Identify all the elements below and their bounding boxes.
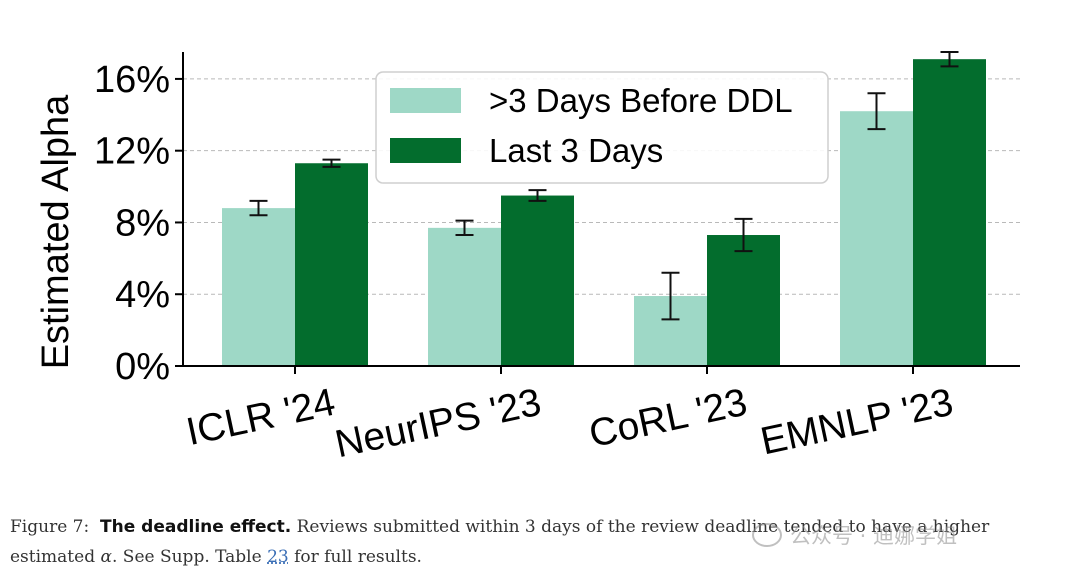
bar (913, 59, 986, 366)
bar (295, 163, 368, 366)
x-tick-label: CoRL '23 (585, 381, 750, 456)
y-axis-label: Estimated Alpha (35, 94, 77, 369)
bar (222, 208, 295, 366)
caption-text-2: . See Supp. Table (111, 547, 262, 567)
y-tick-label: 8% (115, 202, 170, 244)
bar (501, 195, 574, 366)
legend-box (375, 71, 829, 184)
x-tick-label: NeurIPS '23 (331, 381, 544, 467)
bar (840, 111, 913, 366)
watermark: 公众号 · 迪娜学姐 (752, 520, 957, 550)
legend-label: >3 Days Before DDL (489, 82, 793, 119)
bar (428, 227, 501, 366)
bars (222, 59, 986, 366)
alpha-symbol: α (100, 547, 112, 567)
legend: >3 Days Before DDL Last 3 Days (375, 71, 829, 184)
watermark-text: 公众号 · 迪娜学姐 (790, 524, 958, 548)
bar (707, 235, 780, 366)
wechat-logo-icon (752, 523, 782, 547)
y-tick-label: 12% (94, 131, 170, 173)
y-tick-label: 0% (115, 346, 170, 388)
x-tick-label: ICLR '24 (183, 381, 339, 454)
figure-label: Figure 7: (10, 517, 90, 537)
axes (175, 52, 1020, 374)
table-ref-link[interactable]: 23 (267, 547, 289, 567)
caption-title: The deadline effect. (100, 517, 292, 537)
y-tick-label: 4% (115, 274, 170, 316)
legend-label: Last 3 Days (489, 132, 663, 169)
y-tick-label: 16% (94, 59, 170, 101)
x-tick-label: EMNLP '23 (757, 381, 957, 464)
error-bars (249, 51, 959, 321)
caption-text: Reviews submitted within 3 days of the r… (10, 517, 990, 567)
figure-caption: Figure 7: The deadline effect. Reviews s… (10, 512, 1070, 572)
legend-swatch (390, 88, 461, 113)
caption-text-end: for full results. (294, 547, 422, 567)
legend-swatch (390, 138, 461, 163)
y-tick-labels: 0% 4% 8% 12% 16% (94, 59, 170, 388)
